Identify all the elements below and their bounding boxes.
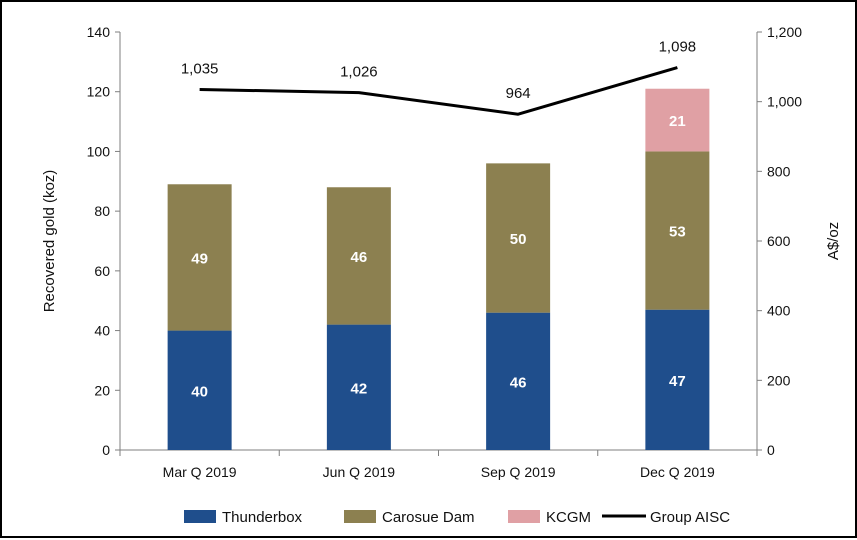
legend-label-group-aisc: Group AISC [650, 509, 730, 526]
x-tick-label: Jun Q 2019 [323, 464, 396, 480]
bar-value-label: 50 [510, 231, 527, 248]
left-tick-label: 20 [94, 382, 110, 398]
left-axis-title: Recovered gold (koz) [41, 170, 58, 313]
left-tick-label: 40 [94, 323, 110, 339]
x-tick-label: Mar Q 2019 [163, 464, 237, 480]
legend-label-thunderbox: Thunderbox [222, 509, 303, 526]
x-tick-label: Dec Q 2019 [640, 464, 715, 480]
right-axis-title: A$/oz [825, 222, 842, 260]
x-tick-label: Sep Q 2019 [481, 464, 556, 480]
legend-swatch-carosue-dam [344, 510, 376, 523]
legend-swatch-thunderbox [184, 510, 216, 523]
legend-swatch-kcgm [508, 510, 540, 523]
line-value-label: 1,098 [659, 39, 697, 56]
right-tick-label: 1,200 [767, 24, 802, 40]
left-tick-label: 60 [94, 263, 110, 279]
right-tick-label: 0 [767, 442, 775, 458]
right-tick-label: 600 [767, 233, 791, 249]
bar-value-label: 40 [191, 383, 208, 400]
line-group-aisc [200, 68, 678, 115]
line-value-label: 964 [506, 85, 531, 102]
left-tick-label: 140 [87, 24, 111, 40]
bar-value-label: 49 [191, 250, 208, 267]
left-tick-label: 100 [87, 143, 111, 159]
bar-value-label: 46 [510, 374, 527, 391]
bar-value-label: 46 [351, 249, 368, 266]
right-tick-label: 800 [767, 163, 791, 179]
legend-label-carosue-dam: Carosue Dam [382, 509, 475, 526]
right-tick-label: 1,000 [767, 94, 802, 110]
line-value-label: 1,026 [340, 64, 378, 81]
bar-value-label: 21 [669, 113, 686, 130]
legend-label-kcgm: KCGM [546, 509, 591, 526]
bar-value-label: 47 [669, 373, 686, 390]
line-value-label: 1,035 [181, 60, 219, 77]
left-tick-label: 120 [87, 84, 111, 100]
left-tick-label: 0 [102, 442, 110, 458]
right-tick-label: 200 [767, 372, 791, 388]
bar-value-label: 42 [351, 380, 368, 397]
bar-value-label: 53 [669, 224, 686, 241]
left-tick-label: 80 [94, 203, 110, 219]
right-tick-label: 400 [767, 303, 791, 319]
